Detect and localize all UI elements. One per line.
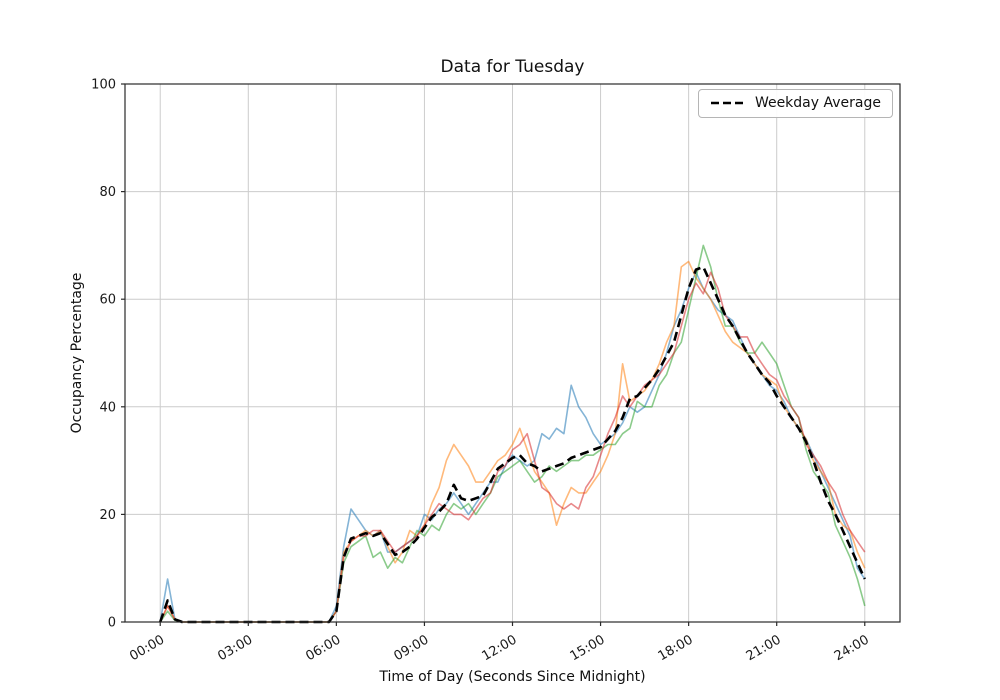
x-tick-label: 15:00 [568,632,608,664]
y-tick-label: 0 [108,616,116,631]
x-tick-label: 18:00 [656,632,696,664]
legend-label: Weekday Average [754,95,881,111]
y-axis-label: Occupancy Percentage [69,272,85,434]
y-tick-label: 60 [99,293,116,308]
dashed-line-icon [710,101,745,105]
legend: Weekday Average [697,89,893,118]
y-tick-label: 100 [91,78,116,93]
y-tick-label: 20 [99,508,116,523]
chart-title: Data for Tuesday [440,57,585,77]
y-tick-label: 80 [99,185,116,200]
y-tick-label: 40 [99,400,116,415]
x-tick-label: 12:00 [480,632,520,664]
x-tick-label: 03:00 [215,632,255,664]
x-tick-label: 06:00 [303,632,343,664]
x-tick-label: 24:00 [832,632,872,664]
x-tick-label: 00:00 [127,632,167,664]
x-tick-label: 21:00 [744,632,784,664]
x-tick-label: 09:00 [391,632,431,664]
x-axis-label: Time of Day (Seconds Since Midnight) [379,669,646,685]
